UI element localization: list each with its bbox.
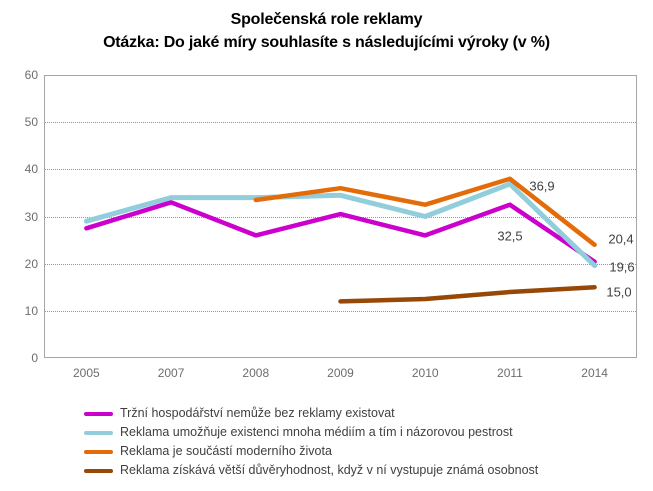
y-tick-label: 20 xyxy=(24,256,38,271)
series-line xyxy=(84,200,597,265)
legend-line-swatch xyxy=(84,411,113,416)
series-line xyxy=(83,181,598,269)
legend-item: Reklama umožňuje existenci mnoha médiím … xyxy=(84,423,538,442)
data-label: 19,6 xyxy=(609,259,635,275)
y-tick-label: 10 xyxy=(24,303,38,318)
legend: Tržní hospodářství nemůže bez reklamy ex… xyxy=(84,404,538,480)
chart-series-canvas xyxy=(83,176,598,304)
x-tick-label: 2008 xyxy=(242,366,270,380)
series-line xyxy=(253,176,597,248)
gridline-40 xyxy=(45,169,636,171)
legend-item: Tržní hospodářství nemůže bez reklamy ex… xyxy=(84,404,538,423)
legend-line-swatch xyxy=(84,468,113,473)
legend-item: Reklama je součástí moderního života xyxy=(84,442,538,461)
legend-item: Reklama získává větší důvěryhodnost, kdy… xyxy=(84,461,538,480)
legend-label: Reklama umožňuje existenci mnoha médiím … xyxy=(120,425,513,439)
y-tick-label: 60 xyxy=(24,68,38,82)
x-tick-label: 2010 xyxy=(411,366,439,380)
data-label: 36,9 xyxy=(529,178,555,194)
legend-label: Reklama je součástí moderního života xyxy=(120,444,332,458)
data-label: 32,5 xyxy=(497,228,523,244)
data-label: 20,4 xyxy=(608,231,634,247)
legend-label: Tržní hospodářství nemůže bez reklamy ex… xyxy=(120,406,395,420)
legend-label: Reklama získává větší důvěryhodnost, kdy… xyxy=(120,463,539,477)
chart-subtitle: Otázka: Do jaké míry souhlasíte s násled… xyxy=(103,34,550,51)
data-label: 15,0 xyxy=(606,284,632,300)
gridline-50 xyxy=(45,122,636,124)
y-tick-label: 0 xyxy=(31,351,38,365)
series-line xyxy=(338,285,597,304)
gridline-20 xyxy=(45,263,636,265)
chart-title-block: Společenská role reklamy Otázka: Do jaké… xyxy=(0,8,653,54)
gridline-10 xyxy=(45,310,636,312)
legend-line-swatch xyxy=(84,430,113,435)
x-tick-label: 2014 xyxy=(581,366,608,380)
x-tick-label: 2005 xyxy=(72,366,100,380)
x-tick-label: 2011 xyxy=(497,366,523,380)
x-tick-label: 2009 xyxy=(327,366,354,380)
plot-area xyxy=(44,75,637,358)
x-tick-label: 2007 xyxy=(157,366,185,380)
legend-line-swatch xyxy=(84,449,113,454)
y-tick-label: 50 xyxy=(24,115,38,130)
chart-title: Společenská role reklamy xyxy=(230,11,423,28)
y-tick-label: 40 xyxy=(24,162,38,177)
gridline-30 xyxy=(45,216,636,218)
y-tick-label: 30 xyxy=(24,209,38,224)
